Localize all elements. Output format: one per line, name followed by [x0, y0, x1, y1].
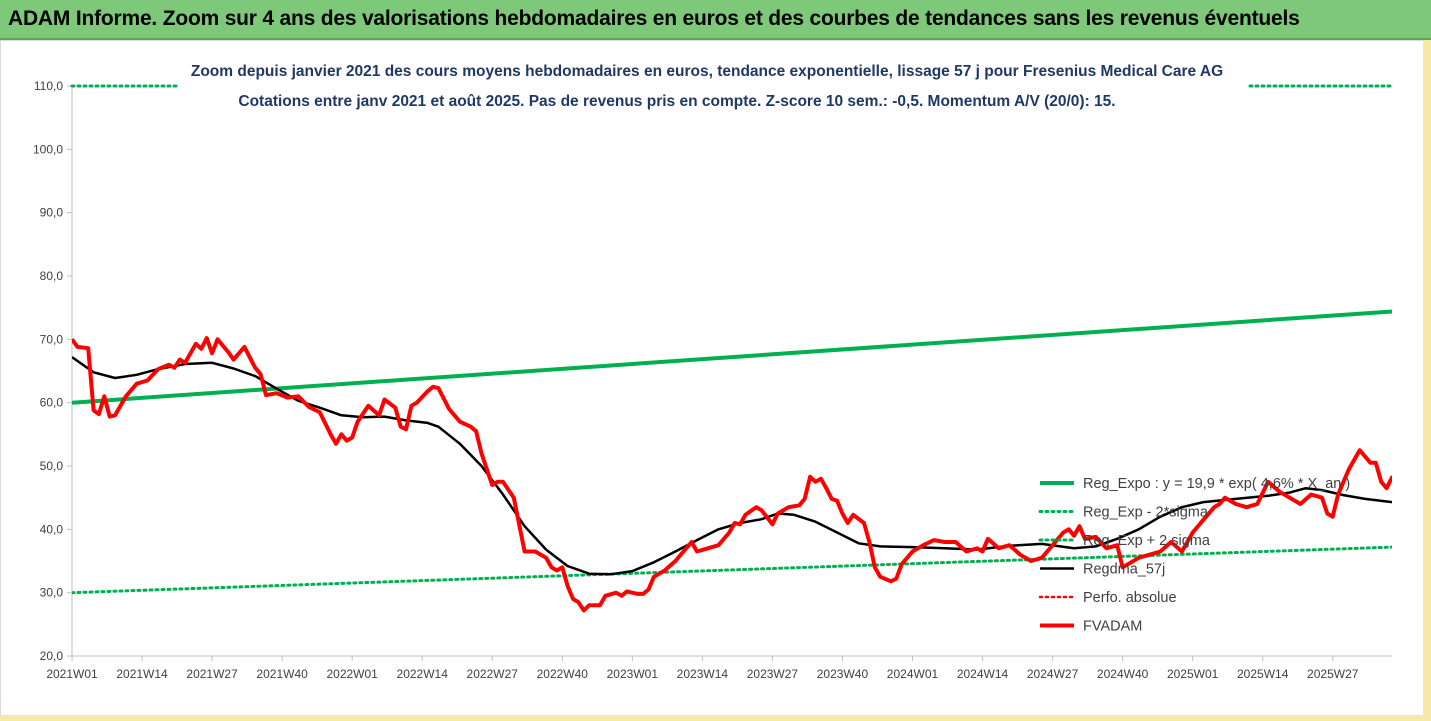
- x-tick-label: 2022W27: [467, 667, 519, 681]
- axes: 20,0 30,0 40,0 50,0 60,0 70,0 80,0 90,0 100,0 110…: [33, 79, 1392, 681]
- x-tick-label: 2024W01: [887, 667, 939, 681]
- y-tick-label: 20,0: [40, 649, 64, 663]
- header-bar: ADAM Informe. Zoom sur 4 ans des valoris…: [0, 0, 1431, 40]
- x-tick-label: 2023W40: [817, 667, 869, 681]
- x-tick-label: 2021W40: [256, 667, 308, 681]
- y-tick-label: 60,0: [40, 396, 64, 410]
- legend-label: Reg_Exp + 2 sigma: [1083, 533, 1211, 549]
- y-tick-label: 100,0: [33, 142, 63, 156]
- y-tick-label: 110,0: [34, 79, 63, 93]
- x-tick-label: 2021W01: [46, 667, 98, 681]
- x-tick-label: 2021W27: [186, 667, 238, 681]
- legend-label: Perfo. absolue: [1083, 590, 1177, 606]
- legend-label: FVADAM: [1083, 619, 1142, 635]
- legend-label: Reg_Exp - 2*sigma: [1083, 505, 1209, 521]
- x-tick-label: 2023W27: [747, 667, 799, 681]
- y-tick-label: 50,0: [40, 459, 64, 473]
- x-tick-label: 2025W27: [1307, 667, 1359, 681]
- x-tick-label: 2025W14: [1237, 667, 1289, 681]
- x-tick-label: 2025W01: [1167, 667, 1219, 681]
- header-title: ADAM Informe. Zoom sur 4 ans des valoris…: [8, 7, 1300, 30]
- y-tick-label: 70,0: [40, 332, 64, 346]
- legend-label: Reg_Expo : y = 19,9 * exp( 4,6% * X_an ): [1083, 476, 1350, 492]
- right-border-strip: [1423, 40, 1431, 721]
- series-line-0: [72, 309, 1392, 405]
- x-tick-label: 2022W01: [326, 667, 378, 681]
- chart-title: Zoom depuis janvier 2021 des cours moyen…: [191, 63, 1223, 80]
- x-tick-label: 2024W14: [957, 667, 1009, 681]
- x-tick-label: 2021W14: [116, 667, 168, 681]
- y-tick-label: 90,0: [40, 206, 64, 220]
- y-tick-label: 40,0: [40, 522, 64, 536]
- x-tick-label: 2024W40: [1097, 667, 1149, 681]
- y-tick-label: 80,0: [40, 269, 64, 283]
- series-lines: [70, 84, 1394, 613]
- x-tick-label: 2024W27: [1027, 667, 1079, 681]
- bottom-border-strip: [0, 715, 1431, 721]
- series-line-1: [72, 545, 1392, 595]
- x-tick-label: 2023W01: [607, 667, 659, 681]
- x-tick-label: 2022W40: [537, 667, 589, 681]
- legend: Reg_Expo : y = 19,9 * exp( 4,6% * X_an )…: [1038, 476, 1350, 635]
- x-tick-label: 2023W14: [677, 667, 729, 681]
- series-line-5: [72, 336, 1392, 613]
- y-tick-label: 30,0: [40, 586, 64, 600]
- x-tick-label: 2022W14: [397, 667, 449, 681]
- legend-label: Regdma_57j: [1083, 562, 1165, 578]
- chart-subtitle: Cotations entre janv 2021 et août 2025. …: [238, 93, 1115, 110]
